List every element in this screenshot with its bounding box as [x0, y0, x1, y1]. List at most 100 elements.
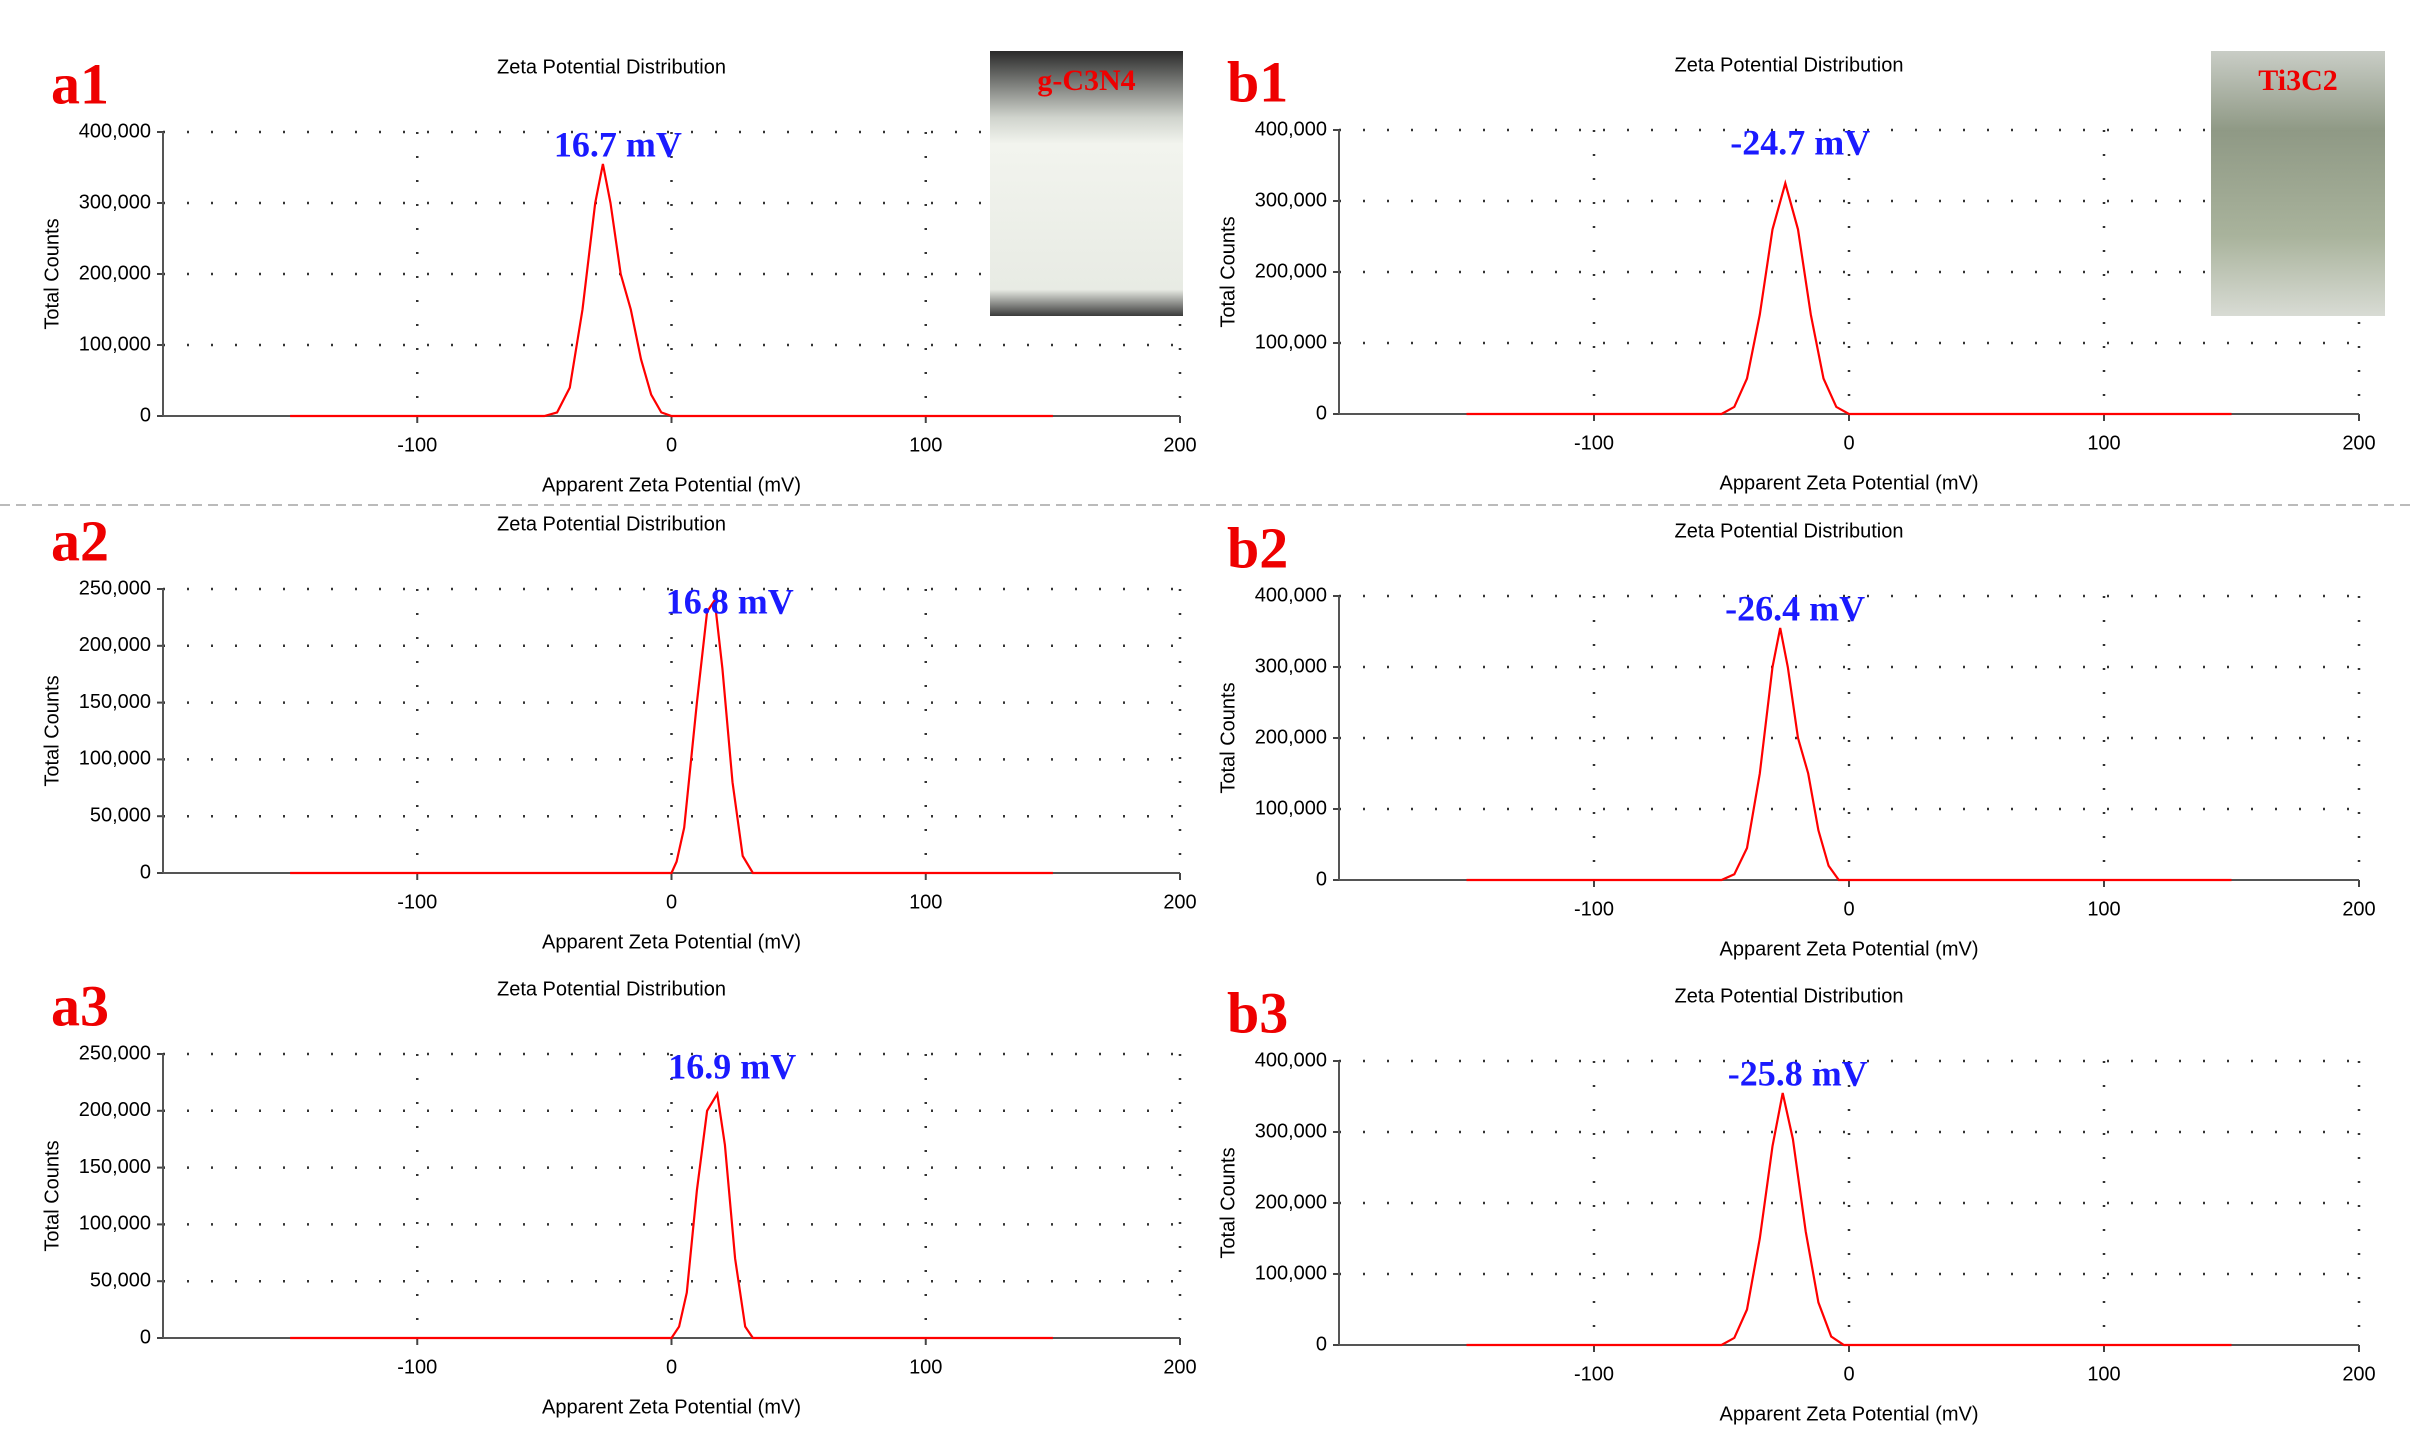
x-tick-label: 0 [666, 891, 677, 913]
x-tick-label: 200 [2342, 898, 2375, 920]
y-tick-label: 400,000 [1255, 1049, 1327, 1071]
panel-label: b3 [1227, 980, 1288, 1045]
peak-annotation: -24.7 mV [1730, 122, 1870, 162]
x-axis-label: Apparent Zeta Potential (mV) [1719, 938, 1978, 960]
x-axis-label: Apparent Zeta Potential (mV) [542, 931, 801, 953]
chart: Zeta Potential Distribution b1 Total Count… [1217, 49, 2385, 494]
chart: Zeta Potential Distribution b2 Total Count… [1217, 515, 2375, 960]
y-axis-label: Total Counts [41, 1140, 63, 1251]
x-tick-label: 200 [1163, 1356, 1196, 1378]
x-tick-label: 0 [1843, 1363, 1854, 1385]
x-tick-label: -100 [397, 434, 437, 456]
peak-annotation: -25.8 mV [1728, 1053, 1868, 1093]
y-tick-label: 200,000 [1255, 1191, 1327, 1213]
panel-label: a2 [51, 508, 109, 573]
y-tick-label: 250,000 [79, 577, 151, 599]
y-tick-label: 400,000 [1255, 118, 1327, 140]
x-tick-label: 200 [1163, 891, 1196, 913]
y-tick-label: 50,000 [90, 1269, 151, 1291]
x-tick-label: -100 [397, 1356, 437, 1378]
y-tick-label: 200,000 [79, 634, 151, 656]
panel-label: a3 [51, 973, 109, 1038]
y-tick-label: 150,000 [79, 691, 151, 713]
x-tick-label: 100 [909, 434, 942, 456]
panel-label: a1 [51, 51, 109, 116]
y-tick-label: 400,000 [79, 120, 151, 142]
y-tick-label: 300,000 [1255, 655, 1327, 677]
peak-annotation: -26.4 mV [1725, 588, 1865, 628]
peak-annotation: 16.9 mV [668, 1046, 796, 1086]
x-tick-label: -100 [397, 891, 437, 913]
y-tick-label: 100,000 [1255, 1262, 1327, 1284]
x-axis-label: Apparent Zeta Potential (mV) [542, 1396, 801, 1418]
x-tick-label: 100 [2087, 898, 2120, 920]
chart: Zeta Potential Distribution a2 Total Count… [41, 508, 1196, 953]
y-tick-label: 0 [1316, 1333, 1327, 1355]
y-tick-label: 100,000 [79, 333, 151, 355]
chart-title: Zeta Potential Distribution [497, 513, 726, 535]
x-tick-label: -100 [1574, 432, 1614, 454]
x-tick-label: 0 [1843, 898, 1854, 920]
x-axis-label: Apparent Zeta Potential (mV) [1719, 472, 1978, 494]
chart: Zeta Potential Distribution b3 Total Count… [1217, 980, 2375, 1425]
data-line [1466, 1092, 2232, 1347]
y-axis-label: Total Counts [41, 675, 63, 786]
x-tick-label: 0 [666, 434, 677, 456]
y-tick-label: 0 [1316, 868, 1327, 890]
y-tick-label: 300,000 [1255, 1120, 1327, 1142]
y-tick-label: 300,000 [79, 191, 151, 213]
data-line [1466, 179, 2232, 416]
chart-title: Zeta Potential Distribution [1674, 520, 1903, 542]
data-line [290, 163, 1053, 418]
chart: Zeta Potential Distribution a1 Total Count… [41, 51, 1197, 496]
x-tick-label: -100 [1574, 1363, 1614, 1385]
y-tick-label: 200,000 [1255, 260, 1327, 282]
x-tick-label: 100 [909, 891, 942, 913]
peak-annotation: 16.7 mV [554, 124, 682, 164]
y-tick-label: 400,000 [1255, 584, 1327, 606]
y-tick-label: 200,000 [1255, 726, 1327, 748]
data-line [1466, 627, 2232, 882]
data-line [290, 1090, 1053, 1340]
y-axis-label: Total Counts [1217, 1147, 1239, 1258]
chart-title: Zeta Potential Distribution [1674, 54, 1903, 76]
y-tick-label: 250,000 [79, 1042, 151, 1064]
inset-label: g-C3N4 [1037, 64, 1135, 97]
x-tick-label: 200 [2342, 432, 2375, 454]
x-tick-label: 200 [2342, 1363, 2375, 1385]
x-axis-label: Apparent Zeta Potential (mV) [542, 474, 801, 496]
x-tick-label: 100 [2087, 432, 2120, 454]
y-axis-label: Total Counts [41, 218, 63, 329]
x-tick-label: 0 [1843, 432, 1854, 454]
y-tick-label: 200,000 [79, 1099, 151, 1121]
inset-photo [990, 51, 1183, 316]
x-tick-label: -100 [1574, 898, 1614, 920]
y-axis-label: Total Counts [1217, 682, 1239, 793]
data-line [290, 597, 1053, 875]
y-tick-label: 100,000 [79, 1213, 151, 1235]
chart: Zeta Potential Distribution a3 Total Count… [41, 973, 1196, 1418]
x-tick-label: 100 [2087, 1363, 2120, 1385]
chart-title: Zeta Potential Distribution [1674, 985, 1903, 1007]
chart-title: Zeta Potential Distribution [497, 56, 726, 78]
x-tick-label: 0 [666, 1356, 677, 1378]
y-tick-label: 0 [1316, 402, 1327, 424]
y-tick-label: 100,000 [1255, 331, 1327, 353]
y-axis-label: Total Counts [1217, 216, 1239, 327]
inset-photo [2211, 51, 2385, 316]
chart-title: Zeta Potential Distribution [497, 978, 726, 1000]
panel-label: b1 [1227, 49, 1288, 114]
y-tick-label: 0 [140, 1326, 151, 1348]
x-axis-label: Apparent Zeta Potential (mV) [1719, 1403, 1978, 1425]
x-tick-label: 100 [909, 1356, 942, 1378]
panel-label: b2 [1227, 515, 1288, 580]
inset-label: Ti3C2 [2258, 64, 2337, 97]
y-tick-label: 0 [140, 404, 151, 426]
y-tick-label: 200,000 [79, 262, 151, 284]
y-tick-label: 100,000 [79, 748, 151, 770]
y-tick-label: 50,000 [90, 804, 151, 826]
y-tick-label: 300,000 [1255, 189, 1327, 211]
y-tick-label: 0 [140, 861, 151, 883]
peak-annotation: 16.8 mV [666, 581, 794, 621]
